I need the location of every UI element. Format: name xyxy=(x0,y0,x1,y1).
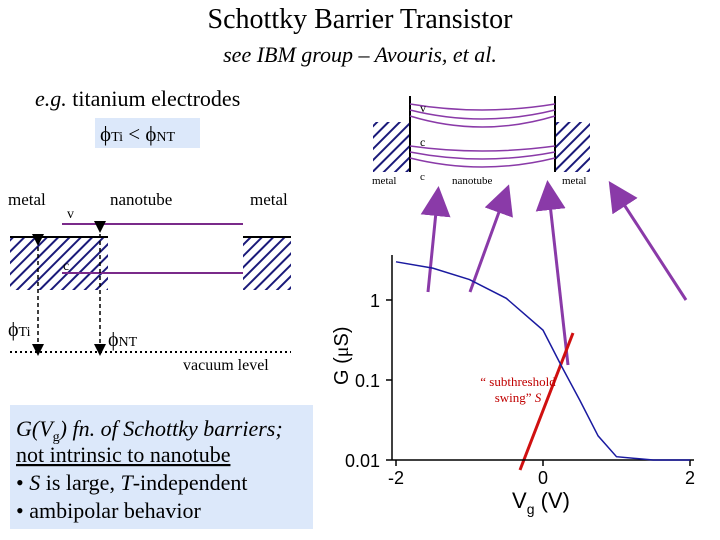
relation: ϕTi < ϕNT xyxy=(100,122,176,146)
annotation: swing” S xyxy=(495,390,542,405)
x-tick-label: 2 xyxy=(685,468,695,488)
x-tick-label: -2 xyxy=(388,468,404,488)
label: ϕNT xyxy=(108,329,138,351)
subtitle: see IBM group – Avouris, et al. xyxy=(223,42,497,67)
label: v xyxy=(67,207,74,222)
label: metal xyxy=(250,190,288,209)
label: nanotube xyxy=(452,175,492,187)
inset-diagram: v c metal c nanotube metal xyxy=(372,96,688,366)
y-tick-label: 0.01 xyxy=(345,451,380,471)
chart: G (μS) Vg (V) “ subthreshold swing” S 1 0… xyxy=(331,255,695,517)
x-axis-label: Vg (V) xyxy=(512,488,570,517)
summary-line: • ambipolar behavior xyxy=(16,498,202,523)
y-axis-label: G (μS) xyxy=(331,326,353,385)
note-box xyxy=(95,118,200,148)
summary-line: • S is large, T-independent xyxy=(16,470,248,495)
swing-line xyxy=(518,332,575,471)
label: c xyxy=(420,171,425,183)
pointer-arrows xyxy=(420,180,688,366)
summary-line: G(Vg) fn. of Schottky barriers; xyxy=(16,416,283,445)
label: c xyxy=(63,259,69,274)
label: ϕTi xyxy=(8,319,31,341)
label: metal xyxy=(562,175,586,187)
label: vacuum level xyxy=(183,357,269,374)
y-tick-label: 0.1 xyxy=(355,371,380,391)
x-tick-label: 0 xyxy=(538,468,548,488)
metal-block xyxy=(555,122,590,172)
curve xyxy=(395,261,690,461)
label: v xyxy=(420,101,426,115)
band-curves xyxy=(409,103,556,168)
metal-block xyxy=(243,237,291,290)
y-tick-label: 1 xyxy=(370,291,380,311)
label: c xyxy=(420,135,425,149)
label: metal xyxy=(372,175,396,187)
label: metal xyxy=(8,190,46,209)
summary-box xyxy=(10,405,313,529)
title: Schottky Barrier Transistor xyxy=(208,4,514,35)
note: e.g. titanium electrodes xyxy=(35,86,240,111)
annotation: “ subthreshold xyxy=(480,374,556,389)
metal-block xyxy=(10,237,108,290)
summary-line: not intrinsic to nanotube xyxy=(16,442,230,467)
metal-block xyxy=(373,122,410,172)
label: nanotube xyxy=(110,190,172,209)
band-diagram: metal nanotube metal v c ϕTi ϕNT vacuum … xyxy=(8,190,291,374)
